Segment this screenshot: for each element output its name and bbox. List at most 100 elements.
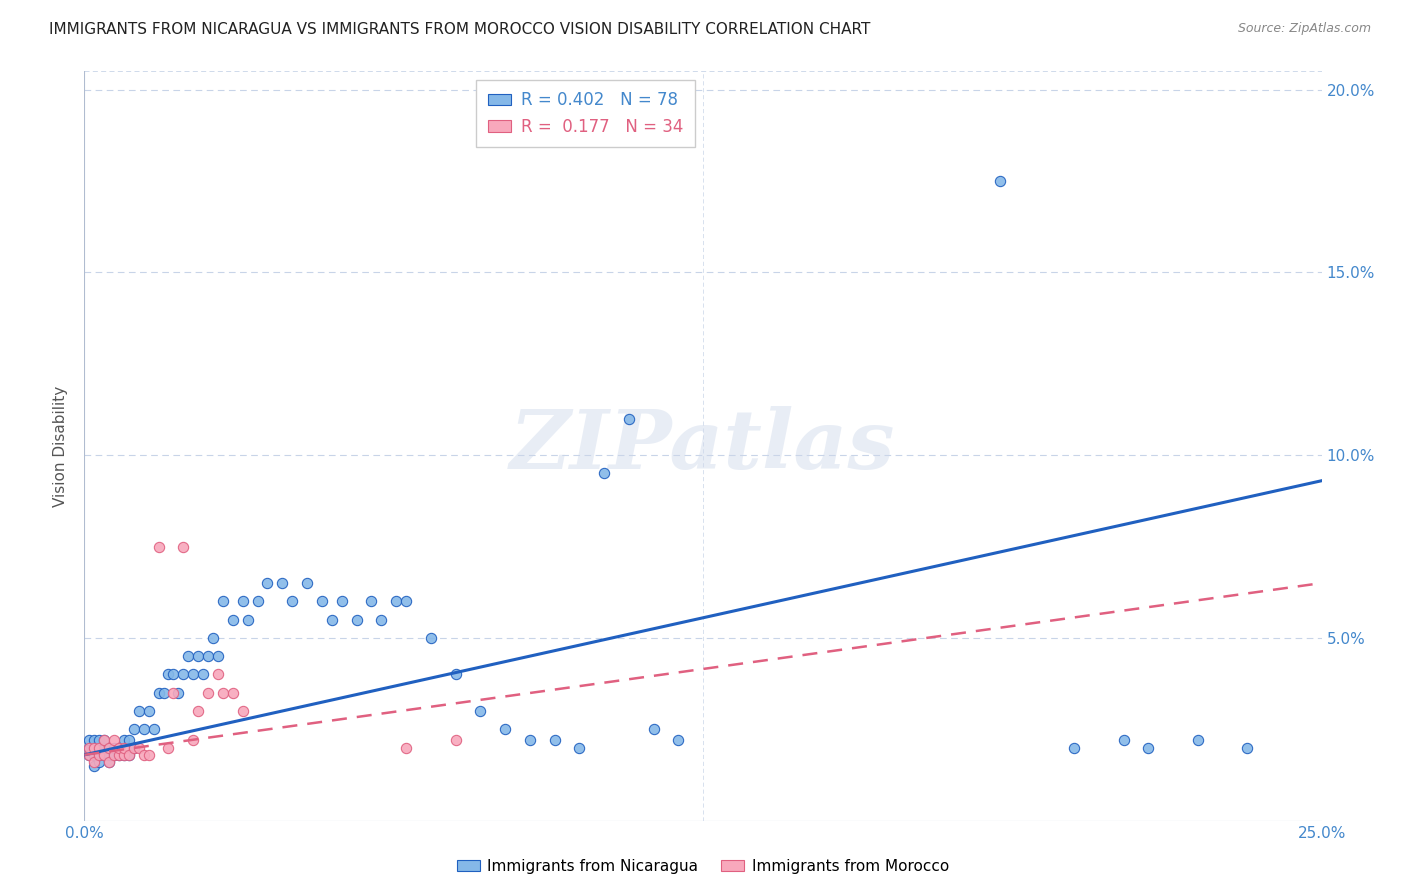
Point [543,733,565,747]
Point [108,747,131,762]
Y-axis label: Vision Disability: Vision Disability [53,385,69,507]
Point [98,755,121,769]
Point [112,733,135,747]
Point [617,411,640,425]
Point [103,747,125,762]
Point [494,723,516,737]
Point [112,740,135,755]
Point [222,613,245,627]
Point [271,576,294,591]
Text: Source: ZipAtlas.com: Source: ZipAtlas.com [1237,22,1371,36]
Point [593,467,616,481]
Point [98,755,121,769]
Point [162,686,184,700]
Point [89,747,111,762]
Text: ZIPatlas: ZIPatlas [510,406,896,486]
Point [360,594,382,608]
Point [103,740,125,755]
Point [157,740,180,755]
Point [108,740,131,755]
Point [1137,740,1160,755]
Point [222,686,245,700]
Point [112,747,135,762]
Point [132,747,155,762]
Point [128,740,150,755]
Point [93,733,115,747]
Point [162,667,184,681]
Point [1187,733,1209,747]
Point [157,667,180,681]
Point [128,704,150,718]
Point [89,755,111,769]
Point [138,747,160,762]
Point [197,649,219,664]
Point [138,704,160,718]
Point [98,740,121,755]
Point [122,740,145,755]
Point [385,594,408,608]
Point [568,740,591,755]
Point [207,649,229,664]
Point [1236,740,1258,755]
Point [93,747,115,762]
Point [330,594,353,608]
Point [212,594,235,608]
Point [232,704,254,718]
Point [79,747,101,762]
Point [122,723,145,737]
Point [103,733,125,747]
Point [191,667,214,681]
Point [83,747,105,762]
Point [202,631,225,645]
Point [98,747,121,762]
Point [132,723,155,737]
Point [444,733,467,747]
Point [89,747,111,762]
Point [112,747,135,762]
Point [148,686,170,700]
Point [187,704,209,718]
Point [281,594,304,608]
Point [177,649,200,664]
Point [232,594,254,608]
Point [108,740,131,755]
Point [395,740,418,755]
Point [118,747,141,762]
Point [83,733,105,747]
Point [83,740,105,755]
Point [93,733,115,747]
Point [519,733,541,747]
Point [666,733,689,747]
Point [207,667,229,681]
Point [148,540,170,554]
Point [311,594,333,608]
Point [98,740,121,755]
Point [295,576,318,591]
Point [444,667,467,681]
Point [108,747,131,762]
Point [346,613,368,627]
Point [79,747,101,762]
Point [212,686,235,700]
Point [93,747,115,762]
Point [643,723,665,737]
Point [118,733,141,747]
Point [1112,733,1135,747]
Text: IMMIGRANTS FROM NICARAGUA VS IMMIGRANTS FROM MOROCCO VISION DISABILITY CORRELATI: IMMIGRANTS FROM NICARAGUA VS IMMIGRANTS … [49,22,870,37]
Legend: Immigrants from Nicaragua, Immigrants from Morocco: Immigrants from Nicaragua, Immigrants fr… [451,853,955,880]
Point [236,613,259,627]
Point [89,740,111,755]
Point [167,686,190,700]
Point [89,733,111,747]
Point [246,594,269,608]
Point [988,174,1011,188]
Point [181,733,204,747]
Point [152,686,174,700]
Point [93,740,115,755]
Point [395,594,418,608]
Point [118,747,141,762]
Point [172,667,194,681]
Point [1063,740,1085,755]
Point [79,733,101,747]
Point [321,613,343,627]
